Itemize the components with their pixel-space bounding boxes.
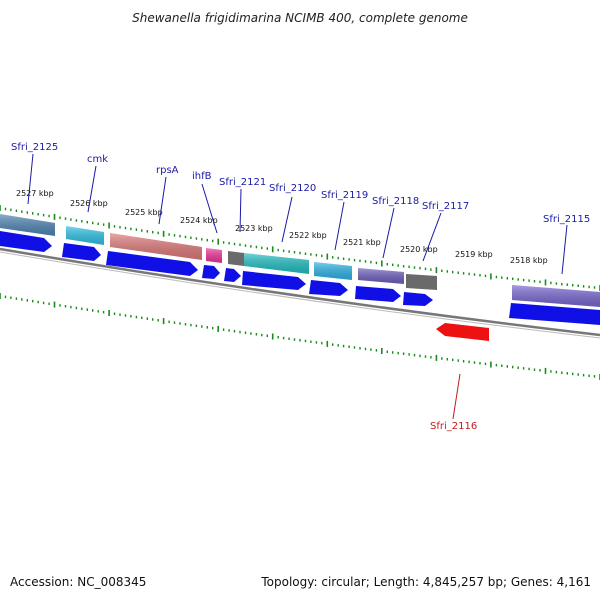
label-leader: [158, 176, 167, 225]
label-leader: [334, 201, 345, 251]
kbp-label-2526: 2526 kbp: [70, 199, 108, 208]
gene-bar-sfri-2116[interactable]: [436, 323, 489, 341]
gene-label-sfri-2120[interactable]: Sfri_2120: [269, 183, 316, 194]
label-leader: [239, 188, 242, 233]
gene-labels: Sfri_2125 cmk rpsA ihfB Sfri_2121 Sfri_2…: [11, 142, 590, 432]
kbp-label-2522: 2522 kbp: [289, 231, 327, 240]
label-group-sfri-2115: Sfri_2115: [543, 214, 590, 275]
gene-label-sfri-2116[interactable]: Sfri_2116: [430, 421, 477, 432]
cds-arrow-sfri-2118[interactable]: [355, 286, 401, 302]
map-title: Shewanella frigidimarina NCIMB 400, comp…: [132, 11, 468, 25]
label-leader: [452, 373, 461, 420]
gene-bar-sfri-2121[interactable]: [228, 251, 244, 266]
cds-arrow-sfri-2117[interactable]: [403, 292, 433, 306]
reverse-feature-track: [436, 323, 489, 341]
gene-bar-sfri-2117[interactable]: [406, 274, 437, 290]
cds-arrow-rpsa[interactable]: [106, 251, 198, 276]
label-leader: [281, 196, 293, 243]
gene-label-cmk[interactable]: cmk: [87, 154, 108, 165]
label-group-sfri-2117: Sfri_2117: [422, 201, 469, 262]
kbp-label-2520: 2520 kbp: [400, 245, 438, 254]
kbp-label-2527: 2527 kbp: [16, 189, 54, 198]
kbp-label-2525: 2525 kbp: [125, 208, 163, 217]
label-leader: [201, 183, 218, 234]
label-group-sfri-2119: Sfri_2119: [321, 190, 368, 251]
label-leader: [382, 207, 395, 259]
kbp-label-2519: 2519 kbp: [455, 250, 493, 259]
genome-backbone: [0, 247, 600, 337]
label-group-cmk: cmk: [87, 154, 108, 213]
cds-arrow-sfri-2119[interactable]: [309, 280, 348, 296]
outer-tick-marks: [0, 205, 600, 291]
label-group-ihfb: ihfB: [192, 171, 218, 234]
kbp-label-2521: 2521 kbp: [343, 238, 381, 247]
cds-arrow-ihfb[interactable]: [202, 265, 220, 279]
gene-label-sfri-2115[interactable]: Sfri_2115: [543, 214, 590, 225]
forward-feature-track: [0, 214, 600, 307]
kbp-label-2524: 2524 kbp: [180, 216, 218, 225]
cds-arrow-cmk[interactable]: [62, 243, 101, 261]
gene-label-sfri-2125[interactable]: Sfri_2125: [11, 142, 58, 153]
gene-label-sfri-2118[interactable]: Sfri_2118: [372, 196, 419, 207]
label-group-sfri-2118: Sfri_2118: [372, 196, 419, 259]
label-group-sfri-2121: Sfri_2121: [219, 177, 266, 233]
kbp-label-2518: 2518 kbp: [510, 256, 548, 265]
label-group-sfri-2120: Sfri_2120: [269, 183, 316, 243]
label-leader: [27, 153, 34, 205]
label-group-sfri-2125: Sfri_2125: [11, 142, 58, 205]
gene-label-sfri-2119[interactable]: Sfri_2119: [321, 190, 368, 201]
forward-cds-track: [0, 231, 600, 325]
kbp-labels: 2527 kbp 2526 kbp 2525 kbp 2524 kbp 2523…: [16, 189, 548, 265]
gene-label-sfri-2121[interactable]: Sfri_2121: [219, 177, 266, 188]
gene-label-sfri-2117[interactable]: Sfri_2117: [422, 201, 469, 212]
gene-label-ihfb[interactable]: ihfB: [192, 171, 212, 182]
label-group-sfri-2116: Sfri_2116: [430, 373, 477, 432]
cds-arrow-sfri-2125[interactable]: [0, 231, 52, 252]
inner-tick-marks: [0, 293, 600, 380]
outer-ruler: 2527 kbp 2526 kbp 2525 kbp 2524 kbp 2523…: [0, 189, 600, 291]
gene-bar-sheen: [0, 214, 600, 307]
cds-arrow-sfri-2120[interactable]: [242, 271, 306, 290]
cds-arrow-sfri-2121[interactable]: [224, 268, 241, 282]
genome-summary: Topology: circular; Length: 4,845,257 bp…: [260, 575, 591, 589]
label-group-rpsa: rpsA: [156, 165, 179, 225]
cds-arrow-sfri-2115[interactable]: [509, 303, 600, 325]
gene-label-rpsa[interactable]: rpsA: [156, 165, 179, 176]
label-leader: [422, 212, 442, 262]
kbp-label-2523: 2523 kbp: [235, 224, 273, 233]
genome-backbone-shadow: [0, 251, 600, 339]
accession-label: Accession: NC_008345: [10, 575, 146, 589]
label-leader: [87, 165, 97, 213]
label-leader: [561, 224, 568, 275]
